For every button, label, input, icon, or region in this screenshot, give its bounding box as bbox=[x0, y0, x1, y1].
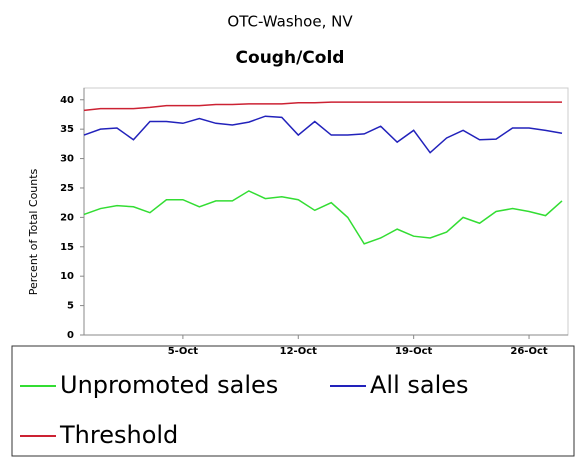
y-tick-label: 35 bbox=[60, 124, 74, 135]
series-line bbox=[83, 101, 562, 112]
legend-box bbox=[11, 345, 575, 457]
y-axis-label: Percent of Total Counts bbox=[27, 168, 40, 295]
y-tick-label: 5 bbox=[67, 301, 74, 312]
y-tick-label: 25 bbox=[60, 183, 74, 194]
y-tick-label: 0 bbox=[67, 330, 74, 341]
series-line bbox=[83, 115, 563, 154]
legend-label: All sales bbox=[370, 371, 469, 399]
x-tick-label: 12-Oct bbox=[280, 346, 317, 357]
legend-label: Threshold bbox=[59, 421, 178, 449]
chart-subtitle: Cough/Cold bbox=[236, 48, 345, 68]
series-line bbox=[83, 190, 563, 245]
y-tick-label: 20 bbox=[60, 212, 74, 223]
x-tick-label: 5-Oct bbox=[168, 346, 199, 357]
y-tick-label: 10 bbox=[60, 271, 74, 282]
y-tick-label: 30 bbox=[60, 154, 74, 165]
y-tick-label: 15 bbox=[60, 242, 74, 253]
x-tick-label: 26-Oct bbox=[510, 346, 547, 357]
plot-area bbox=[83, 87, 569, 336]
y-tick-label: 40 bbox=[60, 95, 74, 106]
chart-title: OTC-Washoe, NV bbox=[227, 13, 353, 31]
legend-label: Unpromoted sales bbox=[60, 371, 278, 399]
x-tick-label: 19-Oct bbox=[395, 346, 432, 357]
